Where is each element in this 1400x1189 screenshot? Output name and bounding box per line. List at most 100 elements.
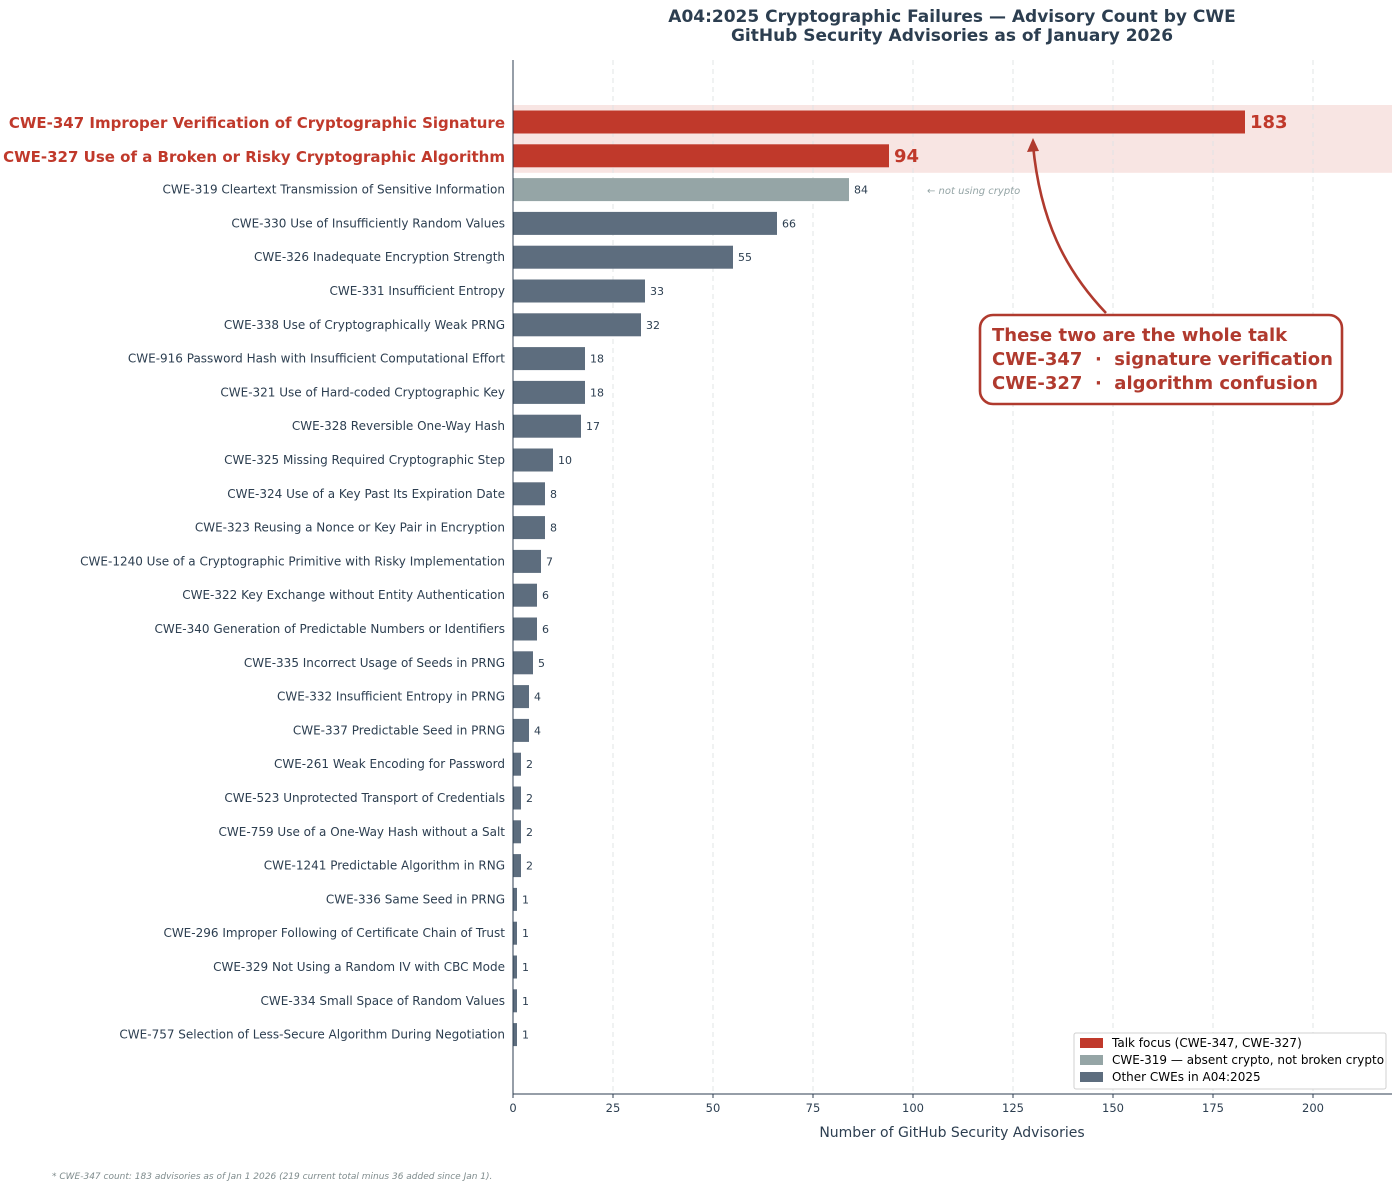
bar-18 xyxy=(513,685,529,709)
legend: Talk focus (CWE-347, CWE-327) CWE-319 — … xyxy=(1073,1032,1387,1090)
value-label: 4 xyxy=(534,691,541,704)
chart-title: A04:2025 Cryptographic Failures — Adviso… xyxy=(668,7,1235,27)
bar-5 xyxy=(513,245,733,269)
bar-19 xyxy=(513,718,529,742)
category-label: CWE-759 Use of a One-Way Hash without a … xyxy=(219,825,506,839)
category-label: CWE-296 Improper Following of Certificat… xyxy=(163,926,505,940)
bar-11 xyxy=(513,448,553,472)
bar-15 xyxy=(513,583,537,607)
bar-28 xyxy=(513,1023,517,1047)
value-label: 1 xyxy=(522,893,529,906)
category-label: CWE-261 Weak Encoding for Password xyxy=(274,757,505,771)
bar-27 xyxy=(513,989,517,1013)
bar-3 xyxy=(513,178,849,202)
category-label: CWE-340 Generation of Predictable Number… xyxy=(154,622,505,636)
category-label: CWE-319 Cleartext Transmission of Sensit… xyxy=(163,183,505,197)
bar-21 xyxy=(513,786,521,810)
value-label: 33 xyxy=(650,285,664,298)
category-label: CWE-523 Unprotected Transport of Credent… xyxy=(224,791,505,805)
value-label: 7 xyxy=(546,555,553,568)
bar-6 xyxy=(513,279,645,303)
category-label: CWE-337 Predictable Seed in PRNG xyxy=(293,723,505,737)
category-label: CWE-1240 Use of a Cryptographic Primitiv… xyxy=(80,554,505,568)
value-label: 32 xyxy=(646,319,660,332)
value-label: 18 xyxy=(590,353,604,366)
value-label: 10 xyxy=(558,454,572,467)
callout: These two are the whole talk CWE-347 · s… xyxy=(978,138,1344,406)
category-label: CWE-347 Improper Verification of Cryptog… xyxy=(9,114,505,132)
value-label: 17 xyxy=(586,420,600,433)
callout-line-3: CWE-327 · algorithm confusion xyxy=(992,373,1318,394)
side-note: ← not using crypto xyxy=(927,186,1020,197)
bar-7 xyxy=(513,313,641,337)
category-label: CWE-334 Small Space of Random Values xyxy=(261,994,505,1008)
category-label: CWE-338 Use of Cryptographically Weak PR… xyxy=(224,318,505,332)
value-label: 2 xyxy=(526,860,533,873)
value-label: 2 xyxy=(526,826,533,839)
value-label: 6 xyxy=(542,589,549,602)
x-tick-label: 150 xyxy=(1102,1101,1124,1115)
x-tick-label: 125 xyxy=(1002,1101,1024,1115)
category-label: CWE-324 Use of a Key Past Its Expiration… xyxy=(227,487,505,501)
bar-22 xyxy=(513,820,521,844)
x-tick-label: 0 xyxy=(509,1101,516,1115)
category-label: CWE-325 Missing Required Cryptographic S… xyxy=(224,453,505,467)
value-label: 94 xyxy=(894,146,919,167)
category-label: CWE-327 Use of a Broken or Risky Cryptog… xyxy=(3,148,505,166)
x-tick-label: 100 xyxy=(902,1101,924,1115)
bar-24 xyxy=(513,887,517,911)
footnote: * CWE-347 count: 183 advisories as of Ja… xyxy=(52,1172,492,1182)
legend-swatch-other xyxy=(1080,1072,1103,1082)
category-label: CWE-335 Incorrect Usage of Seeds in PRNG xyxy=(244,656,505,670)
legend-label-other: Other CWEs in A04:2025 xyxy=(1112,1070,1261,1084)
bar-26 xyxy=(513,955,517,979)
value-label: 1 xyxy=(522,995,529,1008)
category-label: CWE-1241 Predictable Algorithm in RNG xyxy=(264,859,505,873)
category-label: CWE-332 Insufficient Entropy in PRNG xyxy=(277,690,505,704)
callout-arrow xyxy=(1031,144,1107,314)
value-label: 8 xyxy=(550,522,557,535)
category-label: CWE-322 Key Exchange without Entity Auth… xyxy=(182,588,505,602)
bar-2 xyxy=(513,144,889,168)
category-label: CWE-331 Insufficient Entropy xyxy=(329,284,505,298)
category-label: CWE-321 Use of Hard-coded Cryptographic … xyxy=(220,385,505,399)
category-label: CWE-916 Password Hash with Insufficient … xyxy=(128,352,505,366)
legend-swatch-focus xyxy=(1080,1038,1103,1048)
value-label: 55 xyxy=(738,251,752,264)
bar-10 xyxy=(513,414,581,438)
value-label: 1 xyxy=(522,961,529,974)
x-tick-label: 50 xyxy=(706,1101,721,1115)
value-label: 6 xyxy=(542,623,549,636)
category-label: CWE-336 Same Seed in PRNG xyxy=(326,892,505,906)
legend-label-focus: Talk focus (CWE-347, CWE-327) xyxy=(1111,1036,1302,1050)
value-label: 18 xyxy=(590,386,604,399)
bar-1 xyxy=(513,110,1245,134)
value-label: 1 xyxy=(522,1029,529,1042)
category-label: CWE-329 Not Using a Random IV with CBC M… xyxy=(213,960,505,974)
legend-label-absent: CWE-319 — absent crypto, not broken cryp… xyxy=(1112,1053,1384,1067)
bar-23 xyxy=(513,854,521,878)
x-tick-label: 75 xyxy=(806,1101,821,1115)
value-label: 8 xyxy=(550,488,557,501)
category-label: CWE-757 Selection of Less-Secure Algorit… xyxy=(119,1028,505,1042)
value-label: 84 xyxy=(854,184,868,197)
x-tick-label: 200 xyxy=(1302,1101,1324,1115)
bar-12 xyxy=(513,482,545,506)
bar-8 xyxy=(513,347,585,371)
value-label: 4 xyxy=(534,724,541,737)
x-tick-label: 25 xyxy=(606,1101,621,1115)
x-tick-label: 175 xyxy=(1202,1101,1224,1115)
bar-25 xyxy=(513,921,517,945)
callout-arrowhead xyxy=(1027,138,1039,152)
bar-14 xyxy=(513,549,541,573)
value-label: 2 xyxy=(526,758,533,771)
callout-line-1: These two are the whole talk xyxy=(992,325,1288,346)
callout-box xyxy=(978,313,1344,406)
callout-line-2: CWE-347 · signature verification xyxy=(992,349,1333,370)
category-label: CWE-323 Reusing a Nonce or Key Pair in E… xyxy=(195,521,505,535)
value-label: 183 xyxy=(1250,112,1288,133)
value-label: 66 xyxy=(782,217,796,230)
x-axis-label: Number of GitHub Security Advisories xyxy=(819,1125,1084,1141)
legend-frame xyxy=(1073,1032,1387,1090)
